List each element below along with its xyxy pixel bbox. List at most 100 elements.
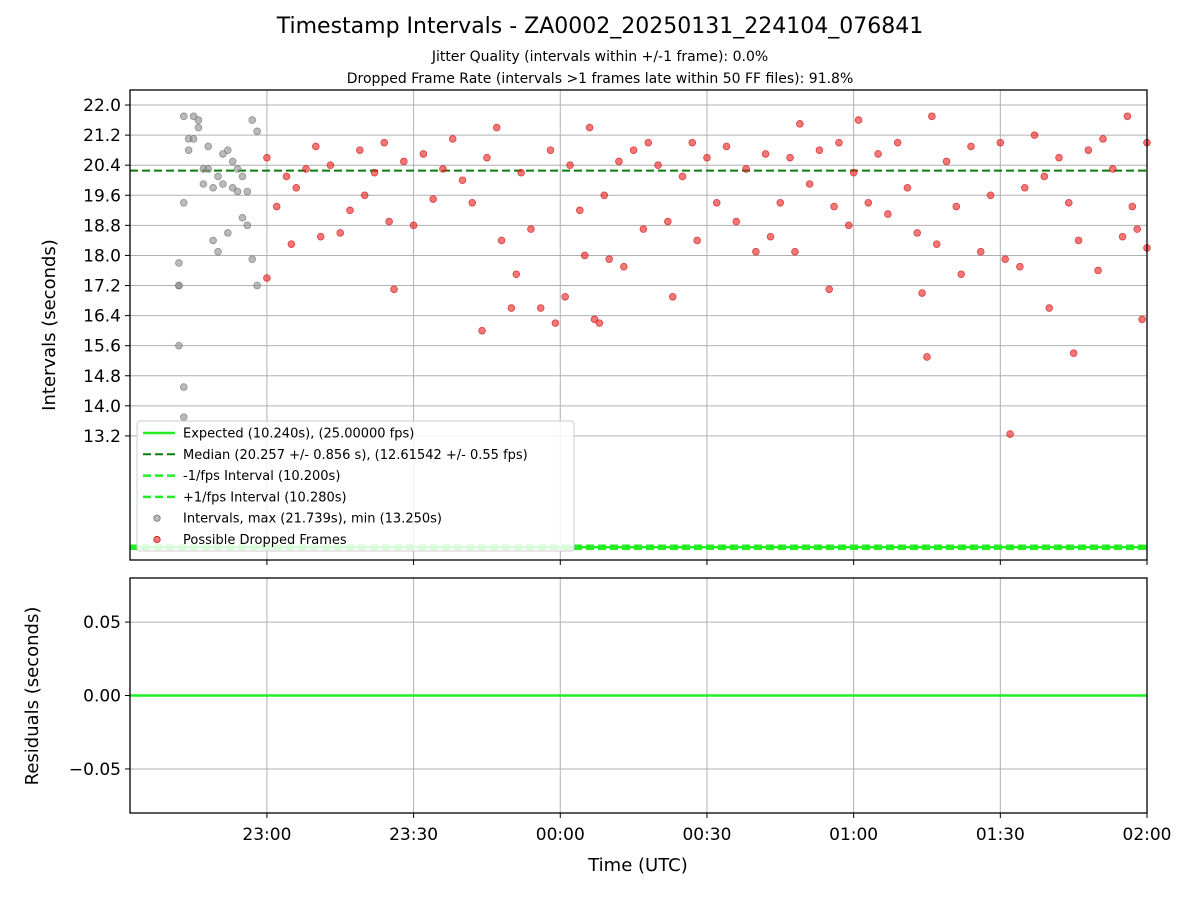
interval-point [248,116,257,124]
dropped-frame-point [439,165,447,173]
dropped-frame-point [263,153,271,162]
dropped-frame-point [849,168,858,177]
dropped-frame-point [448,135,457,143]
dropped-frame-point [346,206,354,215]
dropped-frame-point [409,221,418,230]
dropped-frame-point [864,199,873,207]
interval-point [189,135,198,143]
interval-point [253,281,261,290]
legend-label: Intervals, max (21.739s), min (13.250s) [183,512,442,527]
dropped-frame-point [536,304,545,312]
dropped-frame-point [1099,135,1107,143]
interval-point [179,199,188,207]
dropped-frame-point [517,168,525,177]
dropped-frame-point [497,236,506,245]
dropped-frame-point [629,146,638,154]
dropped-frame-point [825,285,833,294]
dropped-frame-point [492,123,501,132]
dropped-frame-point [786,153,794,162]
dropped-frame-point [815,146,824,154]
dropped-frame-point [356,146,364,154]
dropped-frame-point [830,202,838,211]
dropped-frame-point [913,229,921,237]
dropped-frame-point [761,150,770,158]
y-tick-label: 0.05 [83,613,121,633]
intervals-panel: 13.2 14.0 14.8 15.6 16.4 17.2 18.0 18.8 19.6 20.4… [39,89,1151,565]
interval-point [219,180,227,188]
legend-label: -1/fps Interval (10.200s) [183,469,340,484]
dropped-frame-point [742,165,750,173]
x-tick-label: 23:00 [242,825,291,845]
y-tick-label: 18.8 [83,216,121,236]
dropped-frame-point [1138,315,1146,324]
interval-point [209,236,217,245]
interval-point [175,341,183,350]
chart-title: Timestamp Intervals - ZA0002_20250131_22… [276,14,924,39]
dropped-frame-point [986,191,995,200]
interval-point [179,112,188,121]
dropped-frame-point [874,150,882,158]
jitter-quality-subtitle: Jitter Quality (intervals within +/-1 fr… [431,49,769,65]
dropped-frame-point [1001,255,1010,264]
interval-point [209,183,217,192]
interval-point [214,172,222,181]
interval-point [253,127,261,136]
dropped-frame-point [844,221,853,230]
dropped-frame-point [551,319,560,327]
dropped-frame-point [996,138,1005,147]
residuals-grid [130,578,1148,813]
y-tick-label: 21.2 [83,126,121,146]
dropped-frame-point [419,150,428,158]
intervals-axis-ticks: 13.2 14.0 14.8 15.6 16.4 17.2 18.0 18.8 19.6 20.4… [83,96,1148,565]
dropped-frame-point [884,210,892,218]
dropped-frame-point [664,217,672,226]
interval-point [243,221,252,230]
dropped-frame-point [693,236,701,245]
dropped-frame-point [272,202,281,211]
dropped-frame-point [360,191,369,200]
dropped-frame-point [1030,131,1039,139]
dropped-frame-point [722,142,731,151]
x-tick-label: 00:30 [682,825,731,845]
dropped-frame-point [400,157,408,166]
y-tick-label: 17.2 [83,277,121,297]
dropped-frame-point [326,161,335,170]
interval-point [194,123,203,132]
x-tick-label: 23:30 [389,825,438,845]
dropped-frame-point [478,326,486,335]
dropped-frame-point [805,180,814,188]
dropped-frame-point [942,157,951,166]
intervals-y-axis-label: Intervals (seconds) [39,239,60,411]
dropped-frame-point [527,225,535,233]
dropped-frame-point [766,232,775,241]
dropped-frame-point [918,289,926,297]
dropped-frame-point [287,240,296,248]
interval-point [233,187,242,196]
dropped-frame-point [576,206,584,215]
dropped-frame-point [678,172,687,181]
dropped-frame-point [1006,430,1014,438]
dropped-frame-point [546,146,555,154]
dropped-frame-point [1055,153,1063,162]
dropped-frame-point [791,247,799,256]
dropped-frame-point [903,183,912,192]
y-tick-label: 0.00 [83,687,121,707]
dropped-frame-point [1108,165,1117,173]
dropped-frame-point [605,255,613,264]
dropped-frame-point [854,116,863,124]
interval-point [184,146,193,154]
dropped-frame-point [967,142,975,151]
residuals-panel: 0.05 0.00 −0.05 23:00 23:30 00:00 00:30 01:00 01… [22,577,1172,876]
dropped-frame-point [1128,202,1137,211]
y-tick-label: 14.8 [83,367,121,387]
dropped-frame-point [566,161,574,170]
dropped-frame-point [1064,199,1073,207]
interval-point [223,229,232,237]
y-tick-label: 16.4 [83,307,121,327]
dropped-frame-point [893,138,902,147]
dropped-frame-point [1118,232,1127,241]
legend-box [136,420,575,552]
dropped-frame-point [483,153,491,162]
dropped-frame-point [688,138,697,147]
